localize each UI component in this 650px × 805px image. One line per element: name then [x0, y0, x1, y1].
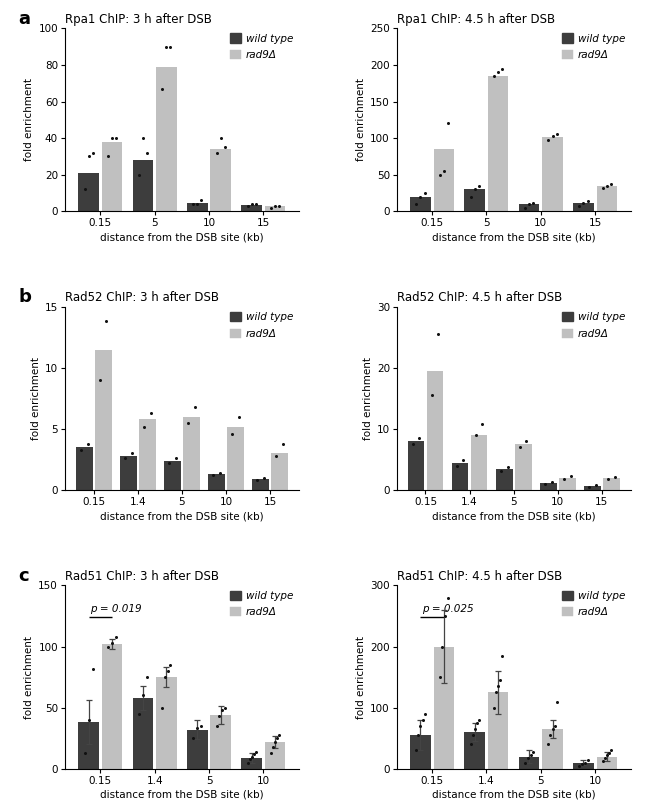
Bar [120, 456, 136, 490]
Bar [515, 444, 532, 490]
Bar [603, 478, 619, 490]
Bar [241, 205, 262, 212]
Bar [211, 149, 231, 212]
Bar [573, 203, 594, 212]
Bar [139, 419, 155, 490]
Bar [265, 742, 285, 769]
Bar [78, 173, 99, 212]
Y-axis label: fold enrichment: fold enrichment [24, 78, 34, 161]
Bar [241, 758, 262, 769]
Bar [211, 715, 231, 769]
Bar [271, 453, 288, 490]
Legend: wild type, rad9Δ: wild type, rad9Δ [562, 312, 625, 339]
Bar [78, 722, 99, 769]
Bar [465, 189, 485, 212]
Y-axis label: fold enrichment: fold enrichment [356, 636, 366, 719]
Bar [465, 732, 485, 769]
Bar [597, 757, 618, 769]
Text: p = 0.025: p = 0.025 [422, 604, 473, 614]
Y-axis label: fold enrichment: fold enrichment [363, 357, 372, 440]
Bar [434, 646, 454, 769]
Text: a: a [18, 10, 31, 28]
X-axis label: distance from the DSB site (kb): distance from the DSB site (kb) [100, 511, 264, 522]
Text: Rad52 ChIP: 4.5 h after DSB: Rad52 ChIP: 4.5 h after DSB [396, 291, 562, 304]
Bar [408, 441, 424, 490]
Bar [410, 197, 431, 212]
Bar [452, 463, 469, 490]
Text: Rpa1 ChIP: 4.5 h after DSB: Rpa1 ChIP: 4.5 h after DSB [396, 13, 555, 26]
Bar [426, 371, 443, 490]
Bar [410, 735, 431, 769]
Y-axis label: fold enrichment: fold enrichment [356, 78, 366, 161]
Legend: wild type, rad9Δ: wild type, rad9Δ [231, 33, 293, 60]
Legend: wild type, rad9Δ: wild type, rad9Δ [231, 591, 293, 617]
Bar [597, 186, 618, 212]
Bar [488, 692, 508, 769]
Bar [208, 474, 225, 490]
Bar [183, 417, 200, 490]
Bar [252, 479, 269, 490]
Text: b: b [18, 288, 31, 307]
Bar [133, 698, 153, 769]
Bar [519, 757, 540, 769]
X-axis label: distance from the DSB site (kb): distance from the DSB site (kb) [100, 233, 264, 242]
Legend: wild type, rad9Δ: wild type, rad9Δ [562, 33, 625, 60]
Text: Rad52 ChIP: 3 h after DSB: Rad52 ChIP: 3 h after DSB [65, 291, 219, 304]
Bar [227, 427, 244, 490]
Text: p = 0.019: p = 0.019 [90, 604, 142, 614]
Bar [187, 729, 207, 769]
Bar [559, 478, 576, 490]
Bar [434, 149, 454, 212]
Bar [540, 483, 556, 490]
Y-axis label: fold enrichment: fold enrichment [31, 357, 41, 440]
Text: c: c [18, 568, 29, 585]
Bar [101, 142, 122, 212]
Text: Rad51 ChIP: 3 h after DSB: Rad51 ChIP: 3 h after DSB [65, 570, 219, 583]
Bar [573, 762, 594, 769]
Bar [488, 76, 508, 212]
X-axis label: distance from the DSB site (kb): distance from the DSB site (kb) [100, 790, 264, 800]
Y-axis label: fold enrichment: fold enrichment [24, 636, 34, 719]
Bar [584, 486, 601, 490]
Bar [156, 67, 177, 212]
Legend: wild type, rad9Δ: wild type, rad9Δ [231, 312, 293, 339]
Bar [542, 137, 563, 212]
Bar [187, 203, 207, 212]
Bar [101, 644, 122, 769]
Bar [76, 448, 92, 490]
Bar [265, 206, 285, 212]
X-axis label: distance from the DSB site (kb): distance from the DSB site (kb) [432, 790, 595, 800]
Bar [496, 469, 513, 490]
Text: Rad51 ChIP: 4.5 h after DSB: Rad51 ChIP: 4.5 h after DSB [396, 570, 562, 583]
Bar [133, 160, 153, 212]
Legend: wild type, rad9Δ: wild type, rad9Δ [562, 591, 625, 617]
Bar [156, 677, 177, 769]
Bar [164, 460, 181, 490]
Bar [519, 204, 540, 212]
Bar [471, 436, 488, 490]
Text: Rpa1 ChIP: 3 h after DSB: Rpa1 ChIP: 3 h after DSB [65, 13, 212, 26]
X-axis label: distance from the DSB site (kb): distance from the DSB site (kb) [432, 233, 595, 242]
X-axis label: distance from the DSB site (kb): distance from the DSB site (kb) [432, 511, 595, 522]
Bar [95, 349, 112, 490]
Bar [542, 729, 563, 769]
